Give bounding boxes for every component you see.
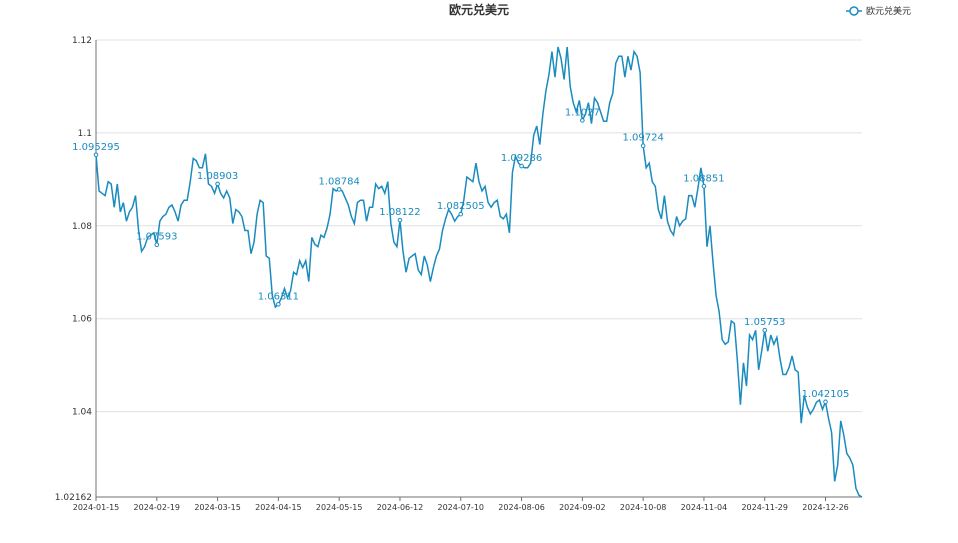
data-label: 1.082505 bbox=[437, 201, 485, 212]
point bbox=[215, 181, 220, 187]
x-tick-label: 2024-11-29 bbox=[741, 503, 788, 512]
x-tick-label: 2024-06-12 bbox=[377, 503, 424, 512]
data-label: 1.06311 bbox=[258, 291, 299, 302]
point bbox=[93, 152, 99, 158]
y-tick-label: 1.1 bbox=[78, 129, 92, 139]
x-tick-label: 2024-08-06 bbox=[498, 503, 545, 512]
point bbox=[458, 211, 464, 217]
data-label: 1.07593 bbox=[136, 232, 177, 243]
x-tick-label: 2024-10-08 bbox=[620, 503, 667, 512]
legend-marker bbox=[849, 6, 859, 16]
series-line bbox=[95, 46, 863, 498]
x-tick-label: 2024-03-15 bbox=[194, 503, 241, 512]
point bbox=[640, 143, 646, 149]
data-label: 1.042105 bbox=[802, 389, 850, 400]
x-tick-label: 2024-02-19 bbox=[134, 503, 181, 512]
point bbox=[519, 163, 524, 169]
x-tick-label: 2024-04-15 bbox=[255, 503, 302, 512]
x-tick-label: 2024-05-15 bbox=[316, 503, 363, 512]
point bbox=[276, 301, 281, 307]
point bbox=[823, 399, 828, 405]
y-tick-label: 1.12 bbox=[72, 36, 92, 46]
x-tick-label: 2024-11-04 bbox=[681, 503, 728, 512]
x-tick-label: 2024-09-02 bbox=[559, 503, 606, 512]
chart-title: 欧元兑美元 bbox=[449, 2, 509, 17]
point bbox=[701, 183, 707, 189]
y-tick-label: 1.04 bbox=[72, 408, 92, 418]
data-label: 1.05753 bbox=[744, 317, 785, 328]
y-tick-label: 1.08 bbox=[72, 222, 92, 232]
point bbox=[762, 327, 768, 333]
point bbox=[336, 187, 342, 192]
y-tick-label: 1.02162 bbox=[55, 493, 92, 503]
x-tick-label: 2024-01-15 bbox=[73, 503, 120, 512]
legend-label: 欧元兑美元 bbox=[866, 5, 911, 17]
data-label: 1.08851 bbox=[683, 173, 724, 184]
data-label: 1.08784 bbox=[318, 176, 359, 187]
point bbox=[397, 217, 403, 223]
x-tick-label: 2024-12-26 bbox=[802, 503, 849, 512]
x-tick-label: 2024-07-10 bbox=[438, 503, 485, 512]
data-label: 1.09286 bbox=[501, 153, 542, 164]
y-tick-label: 1.06 bbox=[72, 315, 92, 325]
data-label: 1.09724 bbox=[622, 133, 663, 144]
data-label: 1.095295 bbox=[72, 142, 120, 153]
point bbox=[154, 242, 160, 248]
point bbox=[580, 118, 585, 123]
data-label: 1.08903 bbox=[197, 171, 238, 182]
data-label: 1.1027 bbox=[565, 107, 600, 118]
data-label: 1.08122 bbox=[379, 207, 420, 218]
